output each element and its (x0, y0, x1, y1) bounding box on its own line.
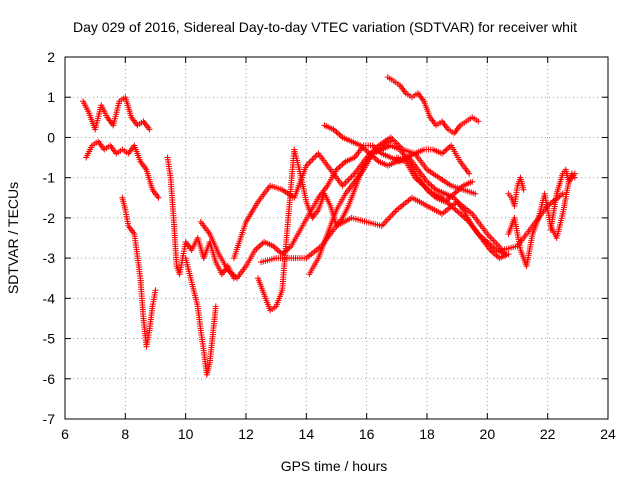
data-point (440, 149, 447, 156)
data-point (306, 159, 313, 166)
y-tick-label: 2 (47, 49, 55, 65)
series-arc-9 (258, 190, 566, 266)
data-point (392, 138, 399, 145)
x-tick-label: 18 (419, 426, 435, 442)
series-arc-12 (384, 74, 482, 137)
data-point (372, 155, 379, 162)
series-arc-7 (230, 134, 479, 262)
data-point (310, 155, 317, 162)
y-tick-label: -5 (43, 331, 56, 347)
data-point (342, 179, 349, 186)
data-point (212, 303, 219, 310)
data-point (335, 165, 342, 172)
series-arc-16 (547, 166, 578, 233)
data-point (520, 186, 527, 193)
data-point (445, 145, 452, 152)
data-point (348, 173, 355, 180)
y-tick-label: 1 (47, 89, 55, 105)
data-point (273, 245, 280, 252)
y-tick-label: -7 (43, 411, 56, 427)
grid-lines (65, 57, 608, 419)
y-tick-label: -1 (43, 170, 56, 186)
data-point (454, 208, 461, 215)
data-point (283, 247, 290, 254)
data-point (491, 251, 498, 258)
data-point (472, 190, 479, 197)
data-point (463, 216, 470, 223)
data-points (80, 74, 578, 378)
x-tick-label: 16 (359, 426, 375, 442)
series-arc-3 (119, 194, 159, 350)
chart-title: Day 029 of 2016, Sidereal Day-to-day VTE… (73, 19, 577, 35)
series-arc-11 (321, 122, 473, 177)
series-arc-2 (83, 138, 162, 201)
data-point (488, 248, 495, 255)
data-point (430, 184, 437, 191)
data-point (571, 174, 578, 181)
x-tick-label: 20 (480, 426, 496, 442)
plot-frame (64, 56, 609, 420)
data-point (455, 209, 462, 216)
y-tick-label: -4 (43, 290, 56, 306)
data-point (452, 206, 459, 213)
data-point (253, 245, 260, 252)
series-arc-5 (182, 255, 219, 378)
data-point (255, 244, 262, 251)
series-arc-13 (393, 154, 509, 258)
x-tick-label: 14 (299, 426, 315, 442)
data-point (155, 194, 162, 201)
data-point (146, 126, 153, 133)
data-point (256, 243, 263, 250)
data-point (312, 153, 319, 160)
data-point (339, 161, 346, 168)
data-point (443, 198, 450, 205)
data-point (428, 182, 435, 189)
series-arc-1 (80, 94, 153, 133)
data-point (446, 143, 453, 150)
data-point (559, 190, 566, 197)
y-tick-label: 0 (47, 129, 55, 145)
y-tick-label: -2 (43, 210, 56, 226)
data-point (475, 118, 482, 125)
x-tick-label: 24 (600, 426, 616, 442)
data-point (286, 244, 293, 251)
data-point (427, 188, 434, 195)
x-tick-label: 10 (178, 426, 194, 442)
y-tick-label: -3 (43, 250, 56, 266)
data-point (338, 162, 345, 169)
x-tick-label: 6 (61, 426, 69, 442)
data-point (309, 156, 316, 163)
data-point (502, 251, 509, 258)
data-point (350, 172, 357, 179)
data-point (259, 240, 266, 247)
series-arc-15 (505, 174, 527, 209)
data-point (274, 247, 281, 254)
data-point (458, 212, 465, 219)
y-axis-label: SDTVAR / TECUs (5, 182, 21, 294)
x-tick-label: 12 (238, 426, 254, 442)
data-point (452, 189, 459, 196)
x-axis-label: GPS time / hours (281, 458, 388, 474)
data-point (307, 158, 314, 165)
data-point (336, 131, 343, 138)
data-point (276, 248, 283, 255)
data-point (443, 146, 450, 153)
data-point (336, 163, 343, 170)
data-point (344, 178, 351, 185)
data-point (345, 176, 352, 183)
data-point (347, 175, 354, 182)
x-tick-label: 22 (540, 426, 556, 442)
x-tick-label: 8 (121, 426, 129, 442)
data-point (425, 180, 432, 187)
data-point (466, 170, 473, 177)
data-point (152, 287, 159, 294)
y-tick-label: -6 (43, 371, 56, 387)
data-point (427, 181, 434, 188)
data-point (333, 129, 340, 136)
data-point (335, 130, 342, 137)
data-point (469, 178, 476, 185)
